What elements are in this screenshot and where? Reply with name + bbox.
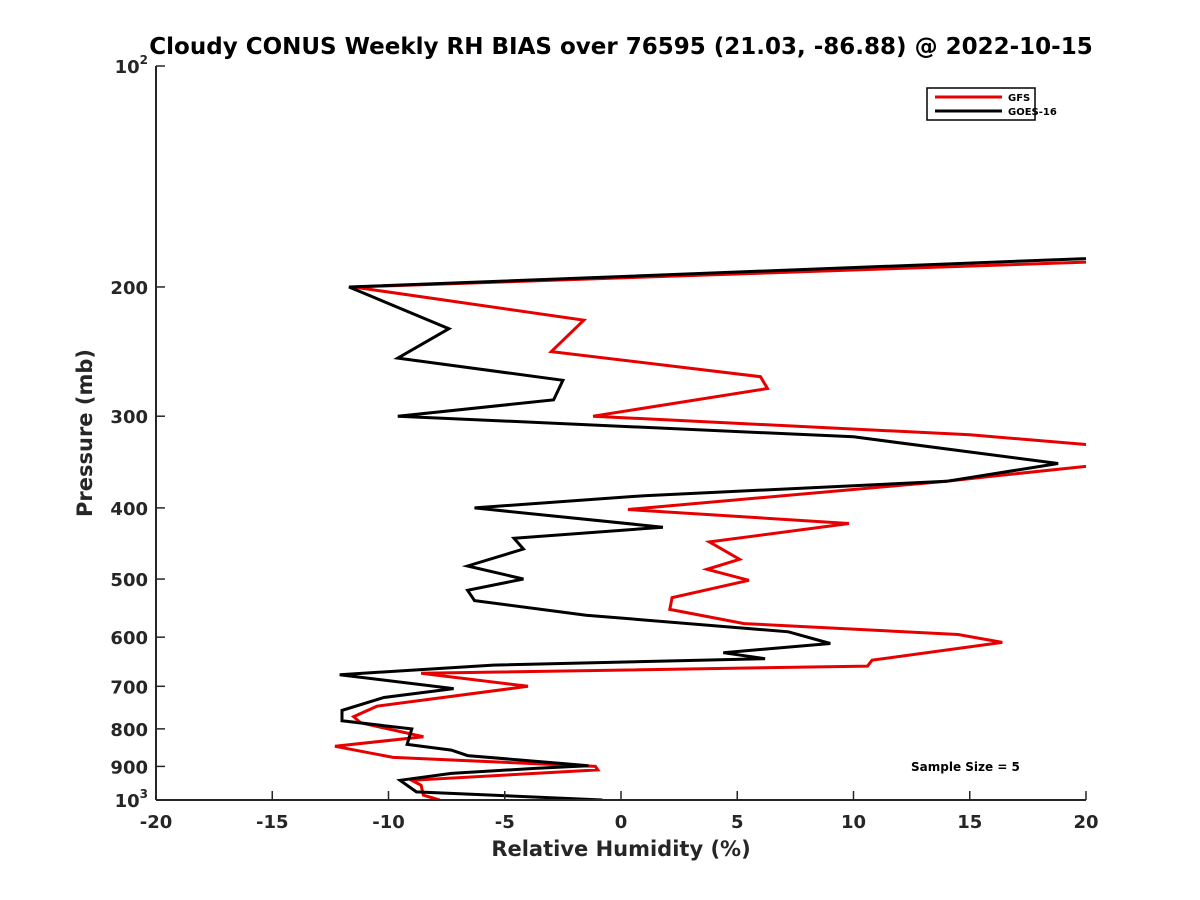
legend-label-goes16: GOES-16 xyxy=(1008,107,1057,118)
sample-size-annotation: Sample Size = 5 xyxy=(911,760,1020,774)
chart-title: Cloudy CONUS Weekly RH BIAS over 76595 (… xyxy=(149,34,1092,60)
series-line-goes16 xyxy=(339,257,1086,800)
y-axis-label: Pressure (mb) xyxy=(73,349,97,517)
x-axis-ticks: -20 -15 -10 -5 0 5 10 15 20 xyxy=(140,791,1099,833)
y-tick-label: 600 xyxy=(110,628,148,649)
y-tick-label: 400 xyxy=(110,499,148,520)
x-tick-label: 5 xyxy=(731,812,744,833)
x-tick-label: 20 xyxy=(1073,812,1098,833)
legend-label-gfs: GFS xyxy=(1008,93,1030,104)
y-tick-label: 300 xyxy=(110,407,148,428)
y-tick-exponent: 3 xyxy=(140,787,148,801)
x-tick-label: -5 xyxy=(495,812,515,833)
y-tick-label: 900 xyxy=(110,757,148,778)
y-tick-label: 500 xyxy=(110,570,148,591)
x-tick-label: 15 xyxy=(957,812,982,833)
series-layer xyxy=(334,257,1086,800)
legend-box xyxy=(926,87,1036,121)
y-tick-exponent: 2 xyxy=(140,53,148,67)
x-axis-label: Relative Humidity (%) xyxy=(491,837,750,861)
x-tick-label: -10 xyxy=(372,812,405,833)
x-tick-label: -15 xyxy=(256,812,289,833)
x-tick-label: 0 xyxy=(615,812,628,833)
y-tick-label: 102 xyxy=(115,53,148,78)
legend: GFS GOES-16 xyxy=(926,87,1057,121)
y-tick-label: 700 xyxy=(110,677,148,698)
y-tick-label: 200 xyxy=(110,278,148,299)
x-tick-label: 10 xyxy=(841,812,866,833)
series-line-gfs xyxy=(334,260,1086,800)
y-tick-label: 800 xyxy=(110,720,148,741)
x-tick-label: -20 xyxy=(140,812,173,833)
